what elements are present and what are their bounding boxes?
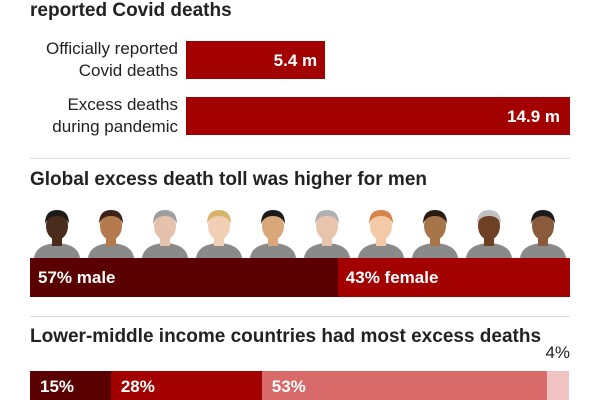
bar-label-official-line-1: Officially reported bbox=[46, 39, 178, 58]
person-icon bbox=[34, 210, 80, 258]
income-label-1: 15% bbox=[40, 377, 75, 396]
income-segment-3: 53% bbox=[261, 371, 548, 400]
income-segment-1: 15% bbox=[30, 371, 111, 400]
bar-label-excess: Excess deaths during pandemic bbox=[52, 94, 178, 138]
chart-3-title: Lower-middle income countries had most e… bbox=[30, 326, 542, 347]
income-segment-4 bbox=[547, 371, 569, 400]
bar-label-official-line-2: Covid deaths bbox=[78, 61, 178, 80]
person-icon bbox=[88, 210, 134, 258]
income-segment-2: 28% bbox=[110, 371, 262, 400]
person-icon bbox=[412, 210, 458, 258]
divider bbox=[30, 316, 570, 317]
male-label: 57% male bbox=[38, 268, 116, 287]
income-label-3: 53% bbox=[271, 377, 306, 396]
bar-label-excess-line-1: Excess deaths bbox=[67, 95, 178, 114]
chart-2-title: Global excess death toll was higher for … bbox=[30, 169, 427, 190]
person-icon bbox=[520, 210, 566, 258]
income-label-2: 28% bbox=[120, 377, 155, 396]
person-icon bbox=[304, 210, 350, 258]
income-label-4: 4% bbox=[545, 343, 571, 362]
bar-label-official: Officially reported Covid deaths bbox=[46, 38, 178, 82]
person-icon bbox=[358, 210, 404, 258]
faces-row bbox=[30, 206, 570, 258]
divider bbox=[30, 158, 570, 159]
person-icon bbox=[196, 210, 242, 258]
female-label: 43% female bbox=[345, 268, 439, 287]
bar-value-official: 5.4 m bbox=[273, 51, 318, 70]
bar-value-excess: 14.9 m bbox=[507, 107, 560, 126]
person-icon bbox=[250, 210, 296, 258]
female-bar: 43% female bbox=[337, 258, 570, 297]
male-bar: 57% male bbox=[30, 258, 338, 297]
person-icon bbox=[466, 210, 512, 258]
person-icon bbox=[142, 210, 188, 258]
bar-label-excess-line-2: during pandemic bbox=[52, 117, 178, 136]
bar-official: 5.4 m bbox=[186, 41, 326, 79]
bar-excess: 14.9 m bbox=[186, 97, 570, 135]
chart-1-title: reported Covid deaths bbox=[30, 0, 232, 21]
